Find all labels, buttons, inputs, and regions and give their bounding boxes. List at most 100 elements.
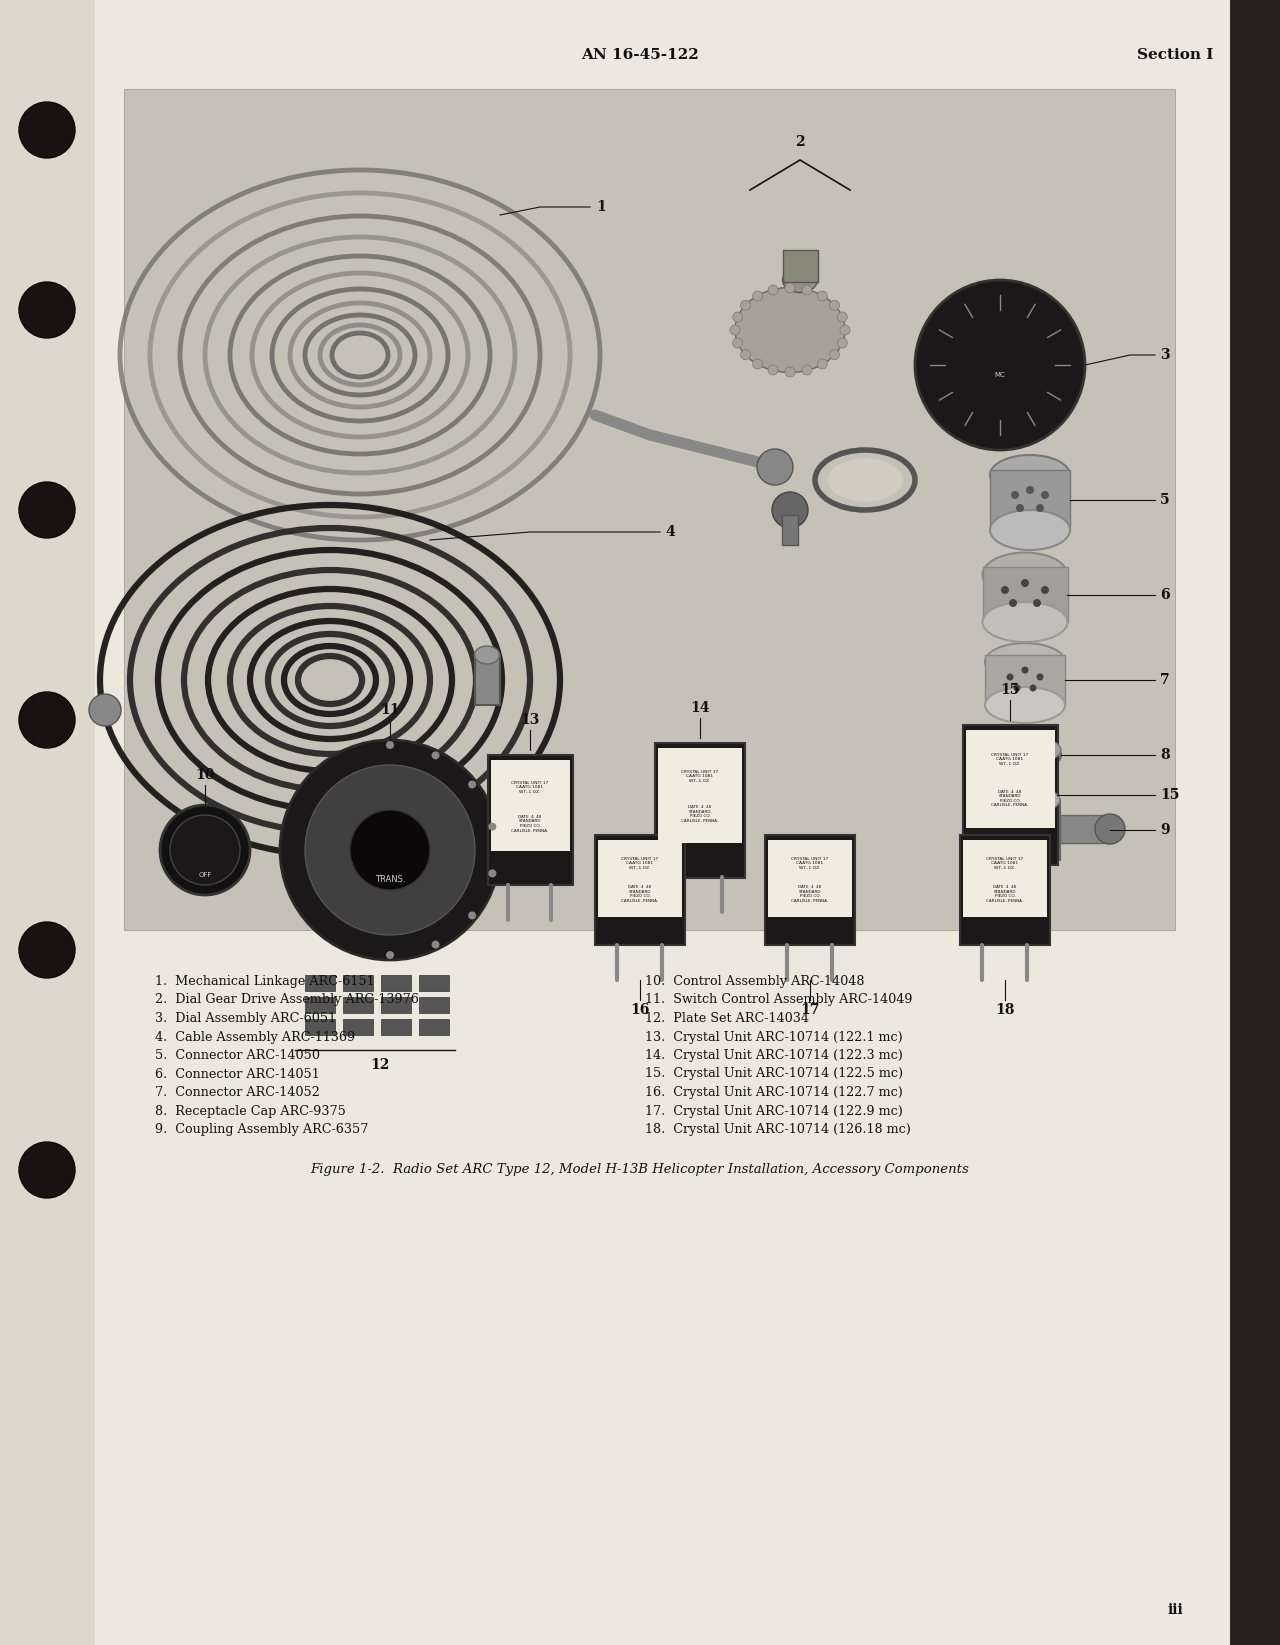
Text: TRANS.: TRANS. (375, 875, 406, 885)
Circle shape (1029, 684, 1037, 691)
Circle shape (1016, 503, 1024, 512)
Circle shape (349, 809, 430, 890)
Text: CRYSTAL UNIT 17
CAATG 1081
WT.-1 OZ.: CRYSTAL UNIT 17 CAATG 1081 WT.-1 OZ. (791, 857, 828, 870)
Bar (419, 975, 449, 990)
Ellipse shape (735, 288, 845, 372)
Text: 13.  Crystal Unit ARC-10714 (122.1 mc): 13. Crystal Unit ARC-10714 (122.1 mc) (645, 1030, 902, 1043)
Bar (658, 748, 742, 842)
Circle shape (19, 102, 76, 158)
Circle shape (1009, 599, 1018, 607)
Text: 2: 2 (795, 135, 805, 150)
Bar (343, 975, 372, 990)
Circle shape (772, 492, 808, 528)
Circle shape (1006, 673, 1014, 681)
Text: DATE  4  48
STANDARD
PIEZO CO.
CARLISLE, PENNA.: DATE 4 48 STANDARD PIEZO CO. CARLISLE, P… (621, 885, 659, 903)
Bar (381, 1018, 411, 1035)
Circle shape (756, 449, 794, 485)
Bar (963, 841, 1047, 916)
Text: 6.  Connector ARC-14051: 6. Connector ARC-14051 (155, 1068, 320, 1081)
Text: 18.  Crystal Unit ARC-10714 (126.18 mc): 18. Crystal Unit ARC-10714 (126.18 mc) (645, 1124, 911, 1137)
Text: Section I: Section I (1137, 48, 1213, 63)
Circle shape (1021, 579, 1029, 587)
Circle shape (387, 951, 394, 959)
Circle shape (1041, 586, 1050, 594)
Ellipse shape (782, 268, 818, 293)
Text: 15: 15 (1000, 683, 1020, 697)
Circle shape (489, 869, 497, 877)
Text: CRYSTAL UNIT 17
CAATG 1081
WT.-1 OZ.: CRYSTAL UNIT 17 CAATG 1081 WT.-1 OZ. (621, 857, 659, 870)
Text: 10: 10 (196, 768, 215, 781)
Circle shape (1041, 490, 1050, 498)
Text: 4.  Cable Assembly ARC-11369: 4. Cable Assembly ARC-11369 (155, 1030, 355, 1043)
Text: 8.  Receptacle Cap ARC-9375: 8. Receptacle Cap ARC-9375 (155, 1104, 346, 1117)
Circle shape (19, 281, 76, 337)
Circle shape (19, 921, 76, 979)
Bar (488, 755, 573, 885)
Circle shape (732, 337, 742, 349)
Circle shape (431, 941, 439, 949)
Circle shape (803, 365, 812, 375)
Ellipse shape (827, 459, 902, 502)
Bar (125, 90, 1175, 929)
Text: 12: 12 (370, 1058, 389, 1073)
Text: CRYSTAL UNIT 17
CAATG 1081
WT.-1 OZ.: CRYSTAL UNIT 17 CAATG 1081 WT.-1 OZ. (512, 781, 549, 795)
Circle shape (1021, 666, 1029, 673)
Text: 10.  Control Assembly ARC-14048: 10. Control Assembly ARC-14048 (645, 975, 864, 989)
Text: 9.  Coupling Assembly ARC-6357: 9. Coupling Assembly ARC-6357 (155, 1124, 369, 1137)
Text: CRYSTAL UNIT 17
CAATG 1081
WT.-1 OZ.: CRYSTAL UNIT 17 CAATG 1081 WT.-1 OZ. (987, 857, 1024, 870)
Circle shape (753, 291, 763, 301)
Bar (419, 997, 449, 1013)
Circle shape (468, 780, 476, 788)
Text: DATE  4  48
STANDARD
PIEZO CO.
CARLISLE, PENNA.: DATE 4 48 STANDARD PIEZO CO. CARLISLE, P… (512, 814, 549, 832)
Bar (475, 655, 500, 706)
Circle shape (19, 693, 76, 748)
Bar (305, 997, 335, 1013)
Bar (966, 730, 1055, 827)
Text: 17: 17 (800, 1003, 819, 1017)
Circle shape (1094, 814, 1125, 844)
Text: DATE  4  48
STANDARD
PIEZO CO.
CARLISLE, PENNA.: DATE 4 48 STANDARD PIEZO CO. CARLISLE, P… (987, 885, 1024, 903)
Circle shape (1036, 503, 1044, 512)
Circle shape (768, 365, 778, 375)
Ellipse shape (989, 735, 1061, 763)
Text: CRYSTAL UNIT 17
CAATG 1081
WT.-1 OZ.: CRYSTAL UNIT 17 CAATG 1081 WT.-1 OZ. (992, 753, 1029, 767)
Text: 1: 1 (596, 201, 605, 214)
Circle shape (1001, 586, 1009, 594)
Circle shape (170, 814, 241, 885)
Bar (960, 836, 1050, 944)
Text: 11.  Switch Control Assembly ARC-14049: 11. Switch Control Assembly ARC-14049 (645, 994, 913, 1007)
Circle shape (1011, 490, 1019, 498)
Ellipse shape (989, 739, 1061, 772)
Bar (0, 0, 95, 1645)
Bar (419, 1018, 449, 1035)
Text: 2.  Dial Gear Drive Assembly ARC-13976: 2. Dial Gear Drive Assembly ARC-13976 (155, 994, 419, 1007)
Bar (1230, 0, 1280, 1645)
Text: 17.  Crystal Unit ARC-10714 (122.9 mc): 17. Crystal Unit ARC-10714 (122.9 mc) (645, 1104, 902, 1117)
Circle shape (732, 313, 742, 322)
Bar (963, 725, 1059, 865)
Bar (783, 250, 818, 281)
Bar (598, 841, 682, 916)
Text: 11: 11 (380, 702, 399, 717)
Circle shape (1027, 485, 1034, 494)
Bar (305, 1018, 335, 1035)
Circle shape (90, 694, 122, 725)
Text: iii: iii (1167, 1602, 1183, 1617)
Circle shape (837, 313, 847, 322)
Circle shape (1033, 599, 1041, 607)
Bar (989, 470, 1070, 530)
Circle shape (730, 326, 740, 336)
Circle shape (829, 301, 840, 311)
Bar (768, 841, 852, 916)
Bar (343, 997, 372, 1013)
Text: 16.  Crystal Unit ARC-10714 (122.7 mc): 16. Crystal Unit ARC-10714 (122.7 mc) (645, 1086, 902, 1099)
Text: AN 16-45-122: AN 16-45-122 (581, 48, 699, 63)
Text: 13: 13 (520, 712, 540, 727)
Text: 1.  Mechanical Linkage ARC-6151: 1. Mechanical Linkage ARC-6151 (155, 975, 375, 989)
Text: OFF: OFF (198, 872, 211, 878)
Text: 18: 18 (996, 1003, 1015, 1017)
Bar (492, 760, 570, 850)
Circle shape (803, 285, 812, 294)
Bar (381, 975, 411, 990)
Ellipse shape (983, 602, 1068, 642)
